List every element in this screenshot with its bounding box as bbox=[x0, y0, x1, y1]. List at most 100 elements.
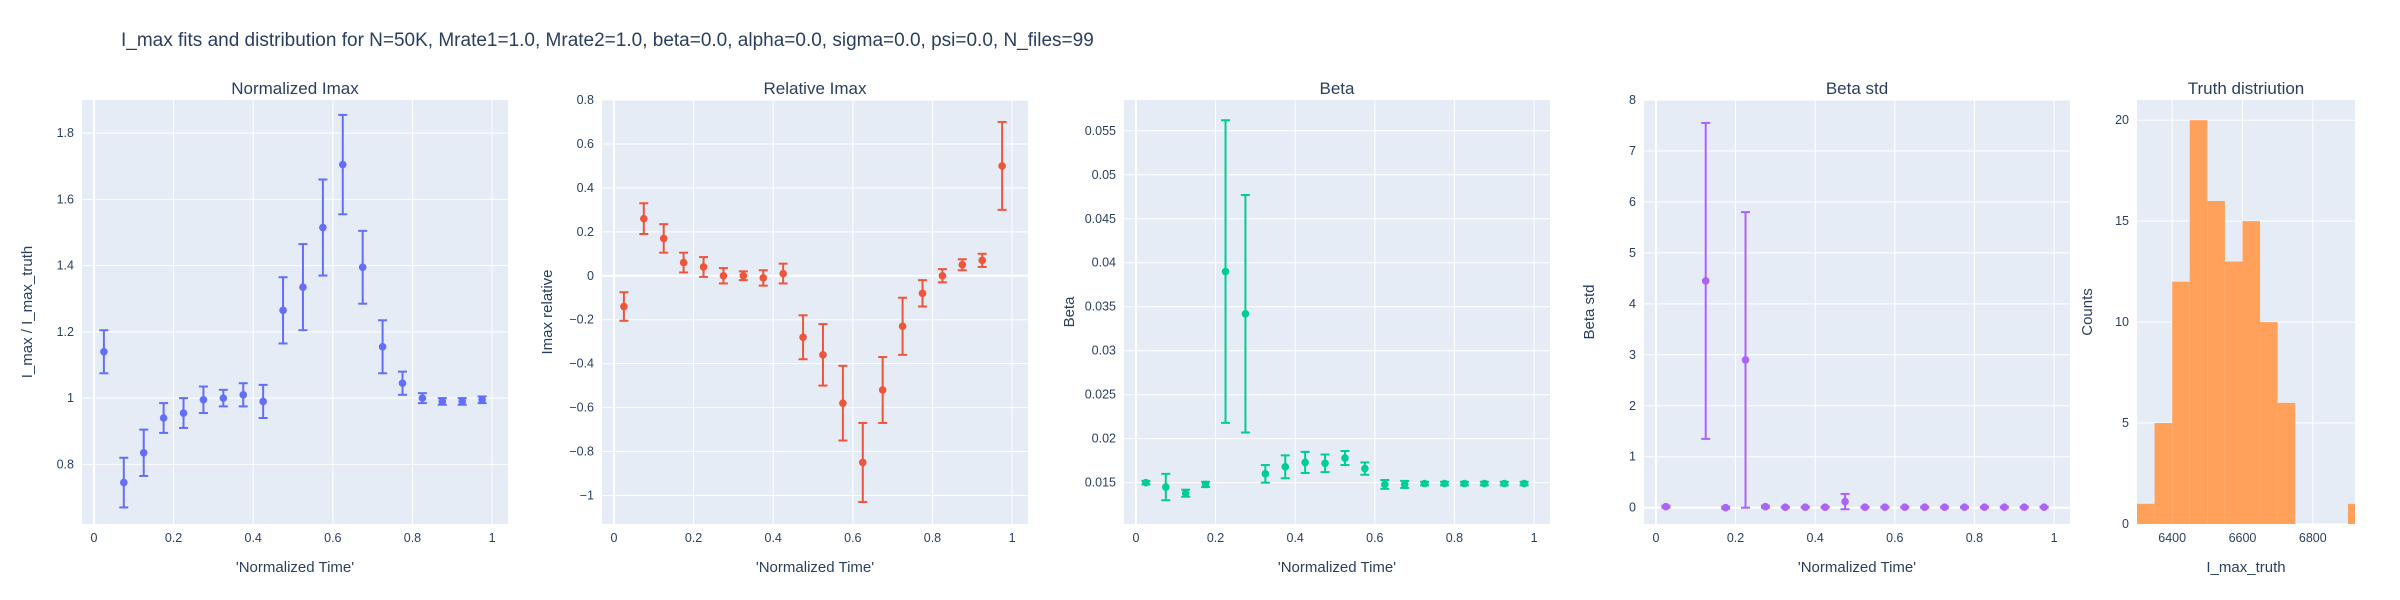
y-tick-label: 0.045 bbox=[1085, 212, 1116, 226]
data-point bbox=[1361, 464, 1369, 473]
data-point bbox=[1261, 470, 1270, 478]
data-point bbox=[640, 214, 648, 223]
x-tick-label: 0.4 bbox=[1807, 531, 1824, 545]
x-tick-label: 1 bbox=[1009, 531, 1016, 545]
data-point bbox=[1500, 479, 1509, 488]
data-point bbox=[1380, 480, 1389, 489]
x-tick-label: 0.2 bbox=[1727, 531, 1744, 545]
data-point bbox=[1460, 479, 1469, 488]
data-point bbox=[1420, 479, 1429, 488]
y-tick-label: 1 bbox=[1629, 450, 1636, 464]
data-point bbox=[799, 333, 807, 342]
data-point bbox=[1781, 503, 1790, 511]
y-tick-label: 6 bbox=[1629, 195, 1636, 209]
y-tick-label: 8 bbox=[1629, 93, 1636, 107]
data-point bbox=[719, 271, 728, 280]
subplot-2: 0 0.2 0.4 0.6 0.8 1 −1 −0.8 −0.6 −0.4 −0.2 0 0.2 0.4 0… bbox=[539, 79, 1028, 576]
data-point bbox=[1400, 480, 1409, 489]
histogram-bar bbox=[2172, 281, 2190, 524]
y-tick-label: 2 bbox=[1629, 399, 1636, 413]
data-point bbox=[199, 395, 208, 404]
x-axis-label: 'Normalized Time' bbox=[1278, 559, 1396, 576]
data-point bbox=[478, 395, 486, 404]
histogram-bar bbox=[2260, 322, 2278, 524]
subplot-title: Truth distriution bbox=[2188, 79, 2305, 98]
data-point bbox=[938, 271, 947, 280]
y-tick-label: −0.8 bbox=[569, 445, 594, 459]
data-point bbox=[259, 397, 267, 406]
data-point bbox=[620, 302, 628, 311]
data-point bbox=[978, 256, 987, 265]
x-axis-label: 'Normalized Time' bbox=[236, 559, 354, 576]
x-tick-label: 0.6 bbox=[1886, 531, 1903, 545]
subplot-title: Normalized Imax bbox=[231, 79, 359, 98]
x-tick-label: 6800 bbox=[2299, 531, 2327, 545]
data-point bbox=[1181, 489, 1190, 498]
data-point bbox=[458, 397, 467, 406]
y-tick-label: 5 bbox=[1629, 246, 1636, 260]
data-point bbox=[739, 271, 748, 280]
y-tick-label: 0.04 bbox=[1092, 256, 1116, 270]
y-tick-label: 0.6 bbox=[577, 137, 594, 151]
data-point bbox=[1301, 458, 1309, 467]
data-point bbox=[1341, 454, 1349, 462]
data-point bbox=[398, 379, 407, 388]
x-tick-label: 0.8 bbox=[404, 531, 421, 545]
data-point bbox=[100, 347, 108, 356]
data-point bbox=[139, 448, 148, 457]
x-tick-label: 0.4 bbox=[1287, 531, 1304, 545]
x-tick-label: 0.2 bbox=[1207, 531, 1224, 545]
y-tick-label: 0.015 bbox=[1085, 476, 1116, 490]
data-point bbox=[1881, 503, 1889, 511]
x-tick-label: 1 bbox=[489, 531, 496, 545]
data-point bbox=[1701, 277, 1710, 285]
data-point bbox=[159, 414, 168, 422]
data-point bbox=[358, 263, 367, 272]
data-point bbox=[1281, 463, 1290, 471]
histogram-bar bbox=[2347, 503, 2355, 524]
y-tick-label: 1 bbox=[67, 391, 74, 405]
subplot-title: Beta std bbox=[1826, 79, 1888, 98]
y-tick-label: 4 bbox=[1629, 297, 1636, 311]
data-point bbox=[1821, 503, 1829, 511]
data-point bbox=[759, 274, 768, 282]
data-point bbox=[338, 160, 347, 169]
x-tick-label: 1 bbox=[1531, 531, 1538, 545]
y-tick-label: 0.035 bbox=[1085, 300, 1116, 314]
y-tick-label: −0.6 bbox=[569, 401, 594, 415]
data-point bbox=[239, 391, 248, 399]
x-tick-label: 0.8 bbox=[1446, 531, 1463, 545]
x-tick-label: 0.4 bbox=[245, 531, 262, 545]
subplot-title: Beta bbox=[1320, 79, 1356, 98]
data-point bbox=[2000, 503, 2009, 511]
y-tick-label: −0.2 bbox=[569, 313, 594, 327]
histogram-bar bbox=[2224, 261, 2243, 524]
subplot-3: 0 0.2 0.4 0.6 0.8 1 0.015 0.02 0.025 0.03 0.035 0.0… bbox=[1061, 79, 1550, 576]
y-tick-label: 15 bbox=[2115, 214, 2129, 228]
data-point bbox=[839, 399, 847, 407]
data-point bbox=[1142, 478, 1150, 487]
data-point bbox=[1662, 502, 1670, 511]
histogram-bar bbox=[2242, 221, 2261, 524]
data-point bbox=[2040, 503, 2048, 511]
x-tick-label: 6600 bbox=[2229, 531, 2257, 545]
x-tick-label: 0 bbox=[610, 531, 617, 545]
x-tick-label: 0 bbox=[1132, 531, 1139, 545]
data-point bbox=[1162, 483, 1170, 491]
data-point bbox=[878, 386, 887, 394]
y-tick-label: 0.055 bbox=[1085, 124, 1116, 138]
data-point bbox=[1221, 267, 1230, 276]
data-point bbox=[1920, 503, 1929, 511]
data-point bbox=[1241, 309, 1250, 318]
y-tick-label: 0.8 bbox=[57, 457, 74, 471]
y-tick-label: 10 bbox=[2115, 315, 2129, 329]
y-tick-label: 0 bbox=[1629, 501, 1636, 515]
x-tick-label: 0.2 bbox=[685, 531, 702, 545]
subplot-title: Relative Imax bbox=[764, 79, 867, 98]
data-point bbox=[858, 458, 867, 467]
data-point bbox=[1940, 503, 1949, 511]
x-axis-label: 'Normalized Time' bbox=[1798, 559, 1916, 576]
y-tick-label: 0 bbox=[2122, 517, 2129, 531]
y-axis-label: Imax relative bbox=[539, 269, 556, 354]
subplot-4: 0 0.2 0.4 0.6 0.8 1 0 1 2 3 4 5 6 7 8 Beta std 'Normaliz… bbox=[1581, 79, 2070, 576]
